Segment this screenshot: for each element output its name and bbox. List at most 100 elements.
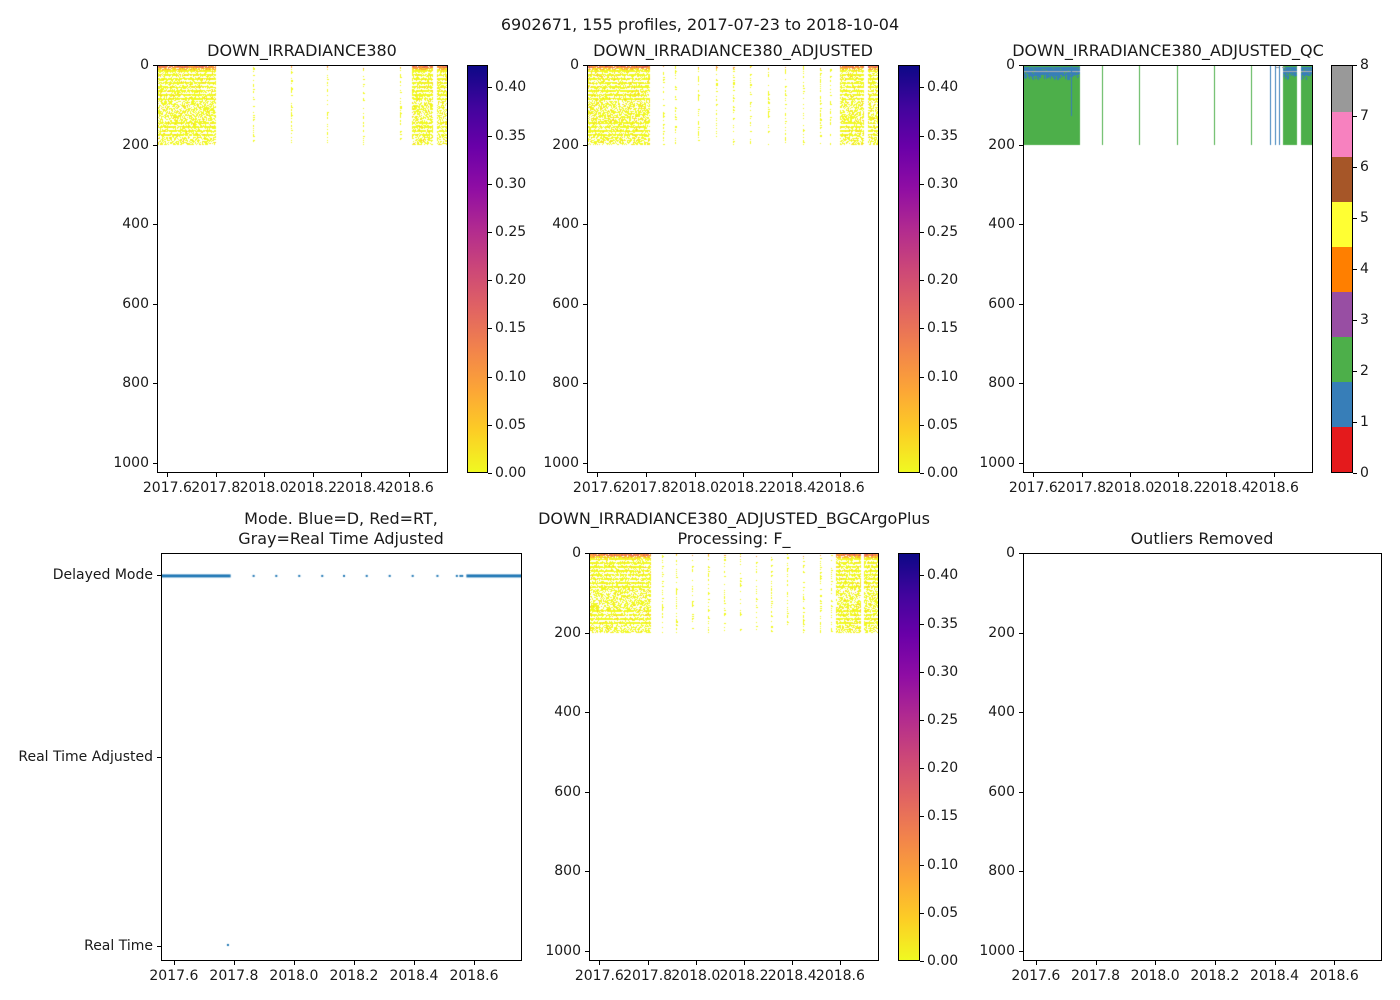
colorbar-tick-mark <box>920 232 924 234</box>
axes-down-irradiance380 <box>157 65 448 473</box>
y-tick-mark <box>583 303 587 305</box>
axes-mode <box>161 553 522 961</box>
axes-outliers-removed <box>1023 553 1382 961</box>
x-tick-label: 2017.8 <box>191 480 241 496</box>
colorbar-tick-mark <box>1353 269 1357 270</box>
y-tick-mark <box>157 945 161 947</box>
x-tick-mark <box>233 961 235 965</box>
colorbar-tick-mark <box>488 424 492 426</box>
x-tick-mark <box>645 473 647 477</box>
x-tick-mark <box>695 961 697 965</box>
y-tick-mark <box>157 757 161 758</box>
panel-title-mode: Mode. Blue=D, Red=RT, Gray=Real Time Adj… <box>238 509 444 549</box>
x-tick-mark <box>312 473 314 477</box>
colorbar-tick-label: 0.30 <box>927 663 959 680</box>
y-tick-label: 800 <box>988 375 1015 392</box>
qc-colorbar-tick-label: 4 <box>1360 261 1369 277</box>
y-tick-mark <box>153 463 157 465</box>
bgcargoplus-title-line1: DOWN_IRRADIANCE380_ADJUSTED_BGCArgoPlus <box>538 509 930 528</box>
colorbar-bgcargoplus <box>898 553 920 961</box>
y-tick-label: 0 <box>1006 57 1015 73</box>
colorbar-tick-mark <box>1353 320 1357 321</box>
x-tick-mark <box>597 473 599 477</box>
y-tick-mark <box>153 65 157 66</box>
colorbar-tick-mark <box>920 376 924 378</box>
x-tick-mark <box>264 473 266 477</box>
x-tick-label: 2018.4 <box>389 968 439 984</box>
mode-y-tick-label: Real Time <box>84 937 153 954</box>
colorbar-tick-label: 0.40 <box>495 79 527 96</box>
x-tick-label: 2018.2 <box>329 968 379 984</box>
colorbar-tick-label: 0.00 <box>927 465 959 481</box>
down_irradiance380_adjusted_bgcargoplus-data-canvas <box>590 554 878 960</box>
y-tick-mark <box>1019 712 1023 714</box>
y-tick-mark <box>583 144 587 146</box>
y-tick-label: 400 <box>554 704 581 721</box>
y-tick-mark <box>153 383 157 385</box>
x-tick-label: 2018.4 <box>767 968 817 984</box>
colorbar-tick-label: 0.30 <box>495 175 527 192</box>
x-tick-mark <box>1035 961 1037 965</box>
x-tick-mark <box>744 961 745 965</box>
colorbar-tick-mark <box>488 232 492 234</box>
x-tick-mark <box>1095 961 1097 965</box>
colorbar-tick-mark <box>488 87 492 89</box>
colorbar-tick-mark <box>920 623 924 625</box>
colorbar-tick-mark <box>920 768 924 770</box>
x-tick-label: 2018.4 <box>1250 968 1300 984</box>
qc-colorbar-tick-label: 6 <box>1360 159 1369 175</box>
y-tick-label: 1000 <box>113 455 149 472</box>
qc-colorbar-tick-label: 8 <box>1360 57 1369 73</box>
bgcargoplus-title-line2: Processing: F_ <box>677 529 791 548</box>
x-tick-label: 2018.6 <box>1309 968 1359 984</box>
panel-title-bgcargoplus: DOWN_IRRADIANCE380_ADJUSTED_BGCArgoPlus … <box>538 509 930 549</box>
colorbar-tick-label: 0.35 <box>927 615 959 632</box>
colorbar-tick-mark <box>488 280 492 282</box>
qc-colorbar-tick-label: 1 <box>1360 414 1369 430</box>
x-tick-label: 2018.6 <box>815 480 865 496</box>
x-tick-mark <box>840 473 842 477</box>
colorbar-down-irradiance380-adjusted <box>898 65 920 473</box>
qc-colorbar-tick-label: 5 <box>1360 210 1369 226</box>
x-tick-label: 2018.0 <box>671 968 721 984</box>
qc-colorbar-tick-label: 0 <box>1360 465 1369 481</box>
colorbar-tick-mark <box>488 328 492 330</box>
colorbar-tick-label: 0.40 <box>927 567 959 584</box>
colorbar-tick-mark <box>1353 218 1357 219</box>
y-tick-mark <box>583 65 587 66</box>
qc-colorbar-tick-label: 3 <box>1360 312 1369 328</box>
y-tick-mark <box>157 575 161 577</box>
colorbar-tick-mark <box>488 473 492 474</box>
x-tick-label: 2018.4 <box>1201 480 1251 496</box>
colorbar-tick-label: 0.15 <box>495 320 527 337</box>
y-tick-mark <box>153 224 157 226</box>
y-tick-label: 200 <box>552 136 579 153</box>
colorbar-tick-label: 0.25 <box>927 224 959 241</box>
colorbar-tick-mark <box>920 671 924 673</box>
x-tick-label: 2018.2 <box>1190 968 1240 984</box>
y-tick-mark <box>1019 224 1023 226</box>
x-tick-mark <box>1081 473 1083 477</box>
colorbar-tick-label: 0.15 <box>927 808 959 825</box>
qc-colorbar-segment-3 <box>1332 291 1352 338</box>
y-tick-label: 1000 <box>543 455 579 472</box>
mode-y-tick-label: Delayed Mode <box>52 567 153 584</box>
axes-down-irradiance380-adjusted-qc <box>1023 65 1313 473</box>
y-tick-label: 0 <box>570 57 579 73</box>
x-tick-label: 2018.4 <box>767 480 817 496</box>
qc-colorbar-segment-0 <box>1332 426 1352 473</box>
x-tick-mark <box>743 473 745 477</box>
x-tick-mark <box>413 961 415 965</box>
x-tick-label: 2017.8 <box>1071 968 1121 984</box>
y-tick-label: 200 <box>988 624 1015 641</box>
colorbar-tick-mark <box>488 135 492 137</box>
y-tick-label: 1000 <box>979 943 1015 960</box>
colorbar-tick-mark <box>488 376 492 378</box>
x-tick-mark <box>1226 473 1228 477</box>
colorbar-tick-mark <box>920 816 924 818</box>
colorbar-tick-mark <box>920 135 924 137</box>
colorbar-qc <box>1331 65 1353 473</box>
colorbar-tick-label: 0.05 <box>495 416 527 433</box>
colorbar-tick-mark <box>1353 167 1357 168</box>
y-tick-label: 200 <box>122 136 149 153</box>
